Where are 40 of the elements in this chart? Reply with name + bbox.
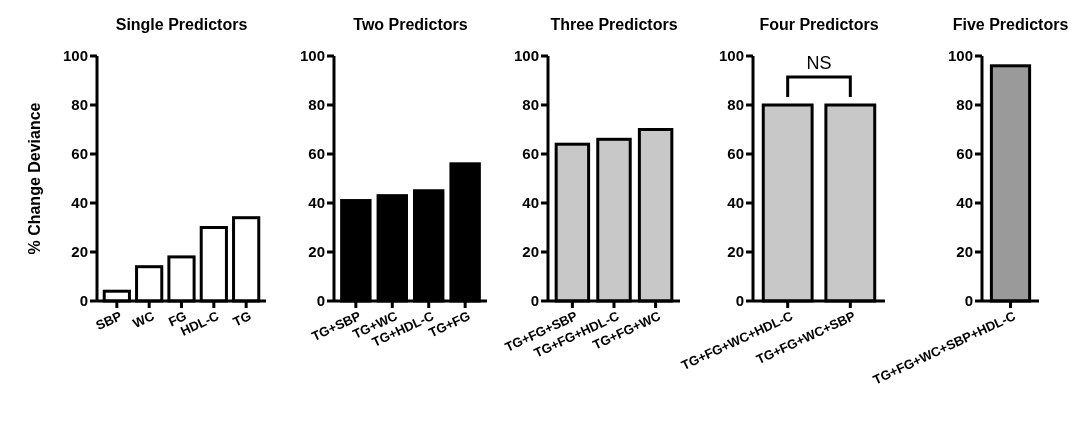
y-tick-label: 40 <box>71 194 88 212</box>
chart-title: Three Predictors <box>550 16 678 33</box>
y-tick-label: 60 <box>727 145 744 163</box>
y-tick-label: 80 <box>956 96 973 114</box>
y-tick-label: 80 <box>727 96 744 114</box>
x-tick-label: SBP <box>93 307 125 334</box>
chart-title: Five Predictors <box>952 16 1069 33</box>
y-tick-label: 40 <box>522 194 539 212</box>
y-tick-label: 100 <box>62 47 88 65</box>
y-tick-label: 60 <box>956 145 973 163</box>
y-tick-label: 100 <box>299 47 325 65</box>
y-tick-label: 0 <box>735 292 744 310</box>
y-tick-label: 20 <box>71 243 88 261</box>
y-axis-title: % Change Deviance <box>26 102 43 255</box>
x-tick-label: WC <box>130 307 157 331</box>
y-tick-label: 0 <box>530 292 539 310</box>
y-tick-label: 20 <box>727 243 744 261</box>
y-tick-label: 20 <box>522 243 539 261</box>
y-tick-label: 60 <box>522 145 539 163</box>
y-tick-label: 60 <box>308 145 325 163</box>
y-tick-label: 20 <box>308 243 325 261</box>
y-tick-label: 80 <box>308 96 325 114</box>
y-tick-label: 40 <box>727 194 744 212</box>
y-tick-label: 0 <box>316 292 325 310</box>
y-tick-label: 80 <box>71 96 88 114</box>
y-tick-label: 100 <box>513 47 539 65</box>
y-tick-label: 40 <box>308 194 325 212</box>
y-tick-label: 0 <box>964 292 973 310</box>
y-tick-label: 20 <box>956 243 973 261</box>
chart-title: Four Predictors <box>759 16 879 33</box>
x-tick-label: TG <box>230 308 254 330</box>
annotation: NS <box>806 53 832 73</box>
y-tick-label: 80 <box>522 96 539 114</box>
y-tick-label: 0 <box>79 292 88 310</box>
y-tick-label: 100 <box>718 47 744 65</box>
y-tick-label: 60 <box>71 145 88 163</box>
chart-title: Single Predictors <box>115 16 248 33</box>
y-tick-label: 100 <box>947 47 973 65</box>
y-tick-label: 40 <box>956 194 973 212</box>
chart-title: Two Predictors <box>353 16 468 33</box>
